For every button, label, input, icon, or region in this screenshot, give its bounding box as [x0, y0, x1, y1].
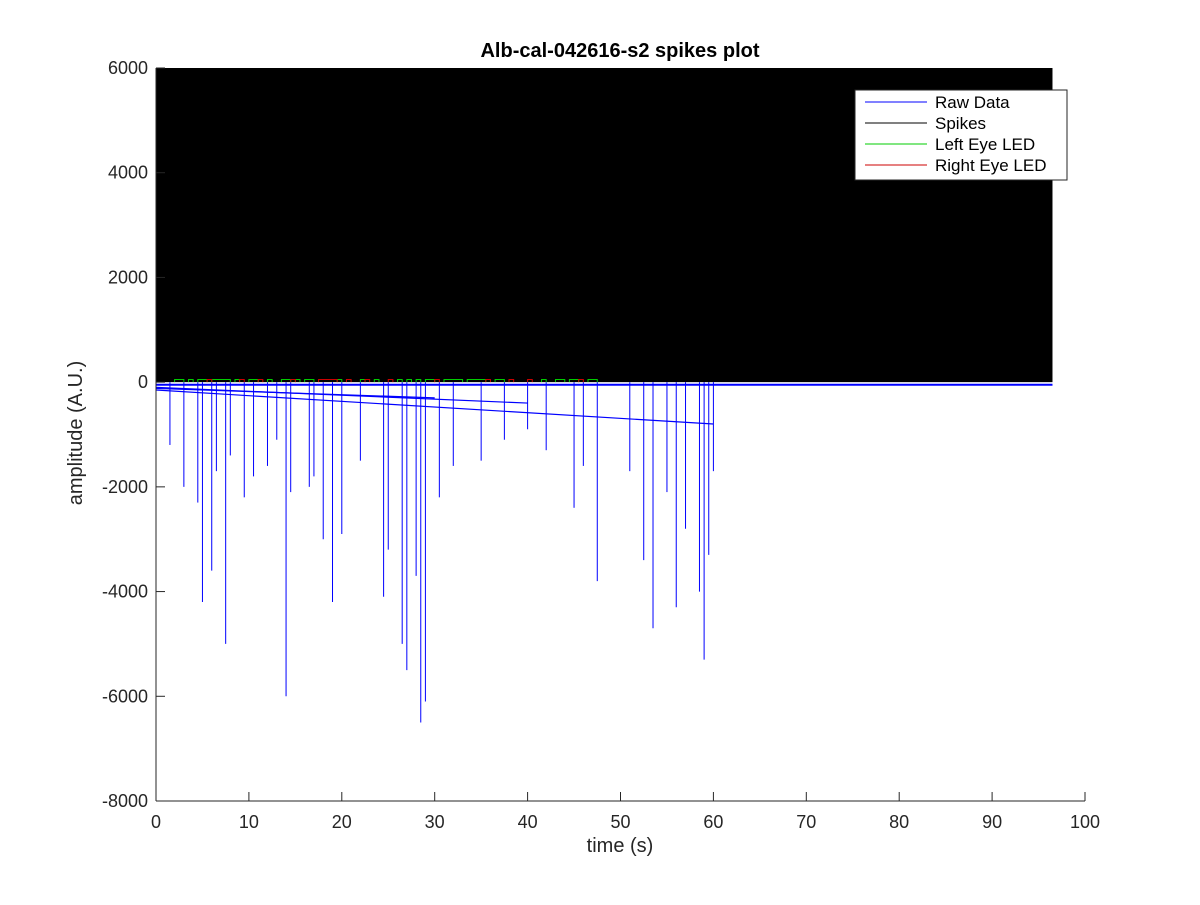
- y-tick-label-7: -8000: [102, 791, 148, 811]
- x-tick-label-9: 90: [982, 812, 1002, 832]
- legend: Raw Data Spikes Left Eye LED Right Eye LED: [854, 89, 1068, 181]
- right-eye-led-pulse-0: [206, 379, 213, 383]
- left-eye-led-pulse-6: [266, 379, 273, 383]
- x-tick-label-2: 20: [332, 812, 352, 832]
- right-eye-led-pulse-12: [578, 379, 584, 383]
- left-eye-led-pulse-15: [415, 379, 422, 383]
- right-eye-led-pulse-4: [318, 379, 338, 383]
- y-tick-label-2: 2000: [108, 267, 148, 287]
- x-tick-label-4: 40: [518, 812, 538, 832]
- x-axis-label: time (s): [587, 835, 654, 857]
- x-tick-label-3: 30: [425, 812, 445, 832]
- y-tick-label-6: -6000: [102, 686, 148, 706]
- y-tick-label-0: 6000: [108, 58, 148, 78]
- raw-data-drift-0: [155, 389, 714, 425]
- left-eye-led-pulse-0: [174, 379, 185, 383]
- right-eye-led-pulse-10: [508, 379, 515, 383]
- x-tick-label-7: 70: [796, 812, 816, 832]
- left-eye-led-pulse-12: [373, 379, 380, 383]
- x-tick-label-1: 10: [239, 812, 259, 832]
- right-eye-led-pulse-8: [434, 379, 440, 383]
- chart-title: Alb-cal-042616-s2 spikes plot: [480, 40, 759, 62]
- y-tick-label-1: 4000: [108, 163, 148, 183]
- y-tick-label-5: -4000: [102, 582, 148, 602]
- left-eye-led-pulse-21: [554, 379, 566, 383]
- legend-label-2: Left Eye LED: [935, 135, 1035, 154]
- left-eye-led-pulse-19: [494, 379, 505, 383]
- left-eye-led-pulse-1: [188, 379, 194, 383]
- y-tick-label-4: -2000: [102, 477, 148, 497]
- axes: 0 10 20 30 40 50 60 70 80 90 100 6000 4000 2000 0 -2000…: [102, 58, 1100, 832]
- x-tick-label-0: 0: [151, 812, 161, 832]
- right-eye-led-pulse-5: [345, 379, 352, 383]
- x-tick-label-5: 50: [610, 812, 630, 832]
- right-eye-led-pulse-7: [387, 379, 394, 383]
- right-eye-led-pulse-6: [364, 379, 371, 383]
- right-eye-led-pulse-3: [290, 379, 296, 383]
- legend-label-3: Right Eye LED: [935, 156, 1047, 175]
- left-eye-led-pulse-14: [406, 379, 412, 383]
- y-tick-label-3: 0: [138, 372, 148, 392]
- right-eye-led-pulse-2: [257, 379, 264, 383]
- left-eye-led-pulse-20: [541, 379, 547, 383]
- x-tick-label-6: 60: [703, 812, 723, 832]
- right-eye-led-pulse-9: [485, 379, 491, 383]
- right-eye-led-pulse-1: [239, 379, 245, 383]
- left-eye-led-pulse-17: [443, 379, 464, 383]
- left-eye-led-pulse-13: [397, 379, 403, 383]
- left-eye-led-pulse-23: [587, 379, 598, 383]
- x-tick-label-8: 80: [889, 812, 909, 832]
- legend-label-0: Raw Data: [935, 93, 1010, 112]
- x-tick-label-10: 100: [1070, 812, 1100, 832]
- right-eye-led-pulse-11: [527, 379, 533, 383]
- legend-label-1: Spikes: [935, 114, 986, 133]
- left-eye-led-pulse-9: [304, 379, 315, 383]
- y-axis-label: amplitude (A.U.): [65, 361, 87, 506]
